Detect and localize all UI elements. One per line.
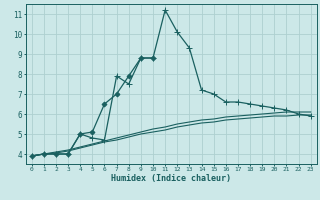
X-axis label: Humidex (Indice chaleur): Humidex (Indice chaleur): [111, 174, 231, 183]
